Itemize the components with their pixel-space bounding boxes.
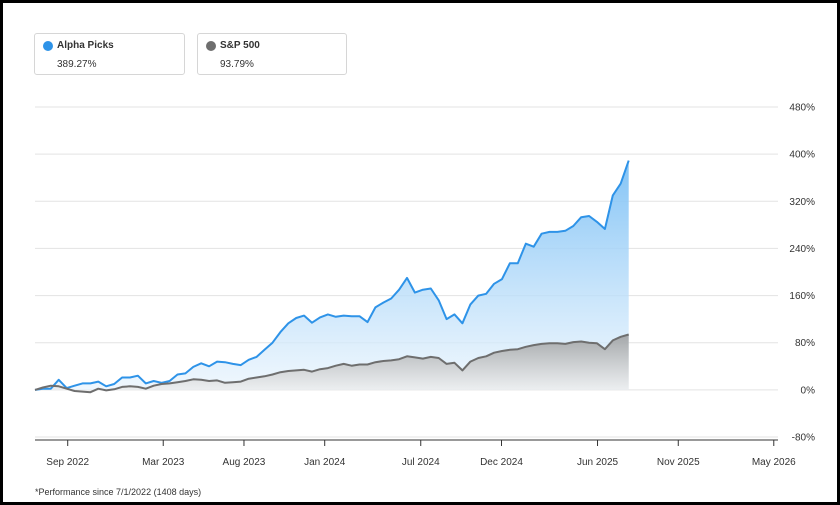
x-axis-labels: Sep 2022 Mar 2023 Aug 2023 Jan 2024 Jul 2024…: [46, 457, 796, 468]
legend-label: Alpha Picks: [57, 40, 114, 51]
performance-footnote: *Performance since 7/1/2022 (1408 days): [35, 487, 202, 497]
legend-label: S&P 500: [220, 40, 260, 51]
y-tick-label: 80%: [795, 338, 815, 349]
x-tick-label: Sep 2022: [46, 457, 89, 468]
alpha-picks-dot-icon: [43, 41, 53, 51]
legend-value: 93.79%: [220, 59, 254, 70]
x-tick-label: Dec 2024: [480, 457, 523, 468]
y-tick-label: 480%: [789, 103, 815, 114]
y-tick-label: 320%: [789, 197, 815, 208]
x-tick-label: Jan 2024: [304, 457, 346, 468]
legend-item-alpha-picks[interactable]: Alpha Picks 389.27%: [34, 33, 185, 75]
x-tick-label: Jul 2024: [402, 457, 440, 468]
y-tick-label: -80%: [792, 433, 815, 444]
series-area-alpha-picks: [35, 160, 629, 390]
series-line-s-p-500: [34, 333, 629, 394]
y-axis: 480% 400% 320% 240% 160% 80% 0% -80%: [789, 103, 815, 444]
legend-item-sp500[interactable]: S&P 500 93.79%: [197, 33, 347, 75]
legend-value: 389.27%: [57, 59, 97, 70]
y-tick-label: 240%: [789, 244, 815, 255]
line-layer: [34, 160, 630, 394]
x-tick-label: Nov 2025: [657, 457, 700, 468]
x-tick-label: May 2026: [752, 457, 796, 468]
y-tick-label: 400%: [789, 150, 815, 161]
x-tick-label: Aug 2023: [223, 457, 266, 468]
y-tick-label: 0%: [801, 385, 816, 396]
x-tick-label: Mar 2023: [142, 457, 185, 468]
x-tick-label: Jun 2025: [577, 457, 619, 468]
x-axis: [35, 439, 778, 446]
series-line-alpha-picks: [34, 160, 630, 391]
series-area-s-p-500: [35, 334, 629, 393]
area-layer: [35, 160, 629, 393]
y-tick-label: 160%: [789, 291, 815, 302]
sp500-dot-icon: [206, 41, 216, 51]
